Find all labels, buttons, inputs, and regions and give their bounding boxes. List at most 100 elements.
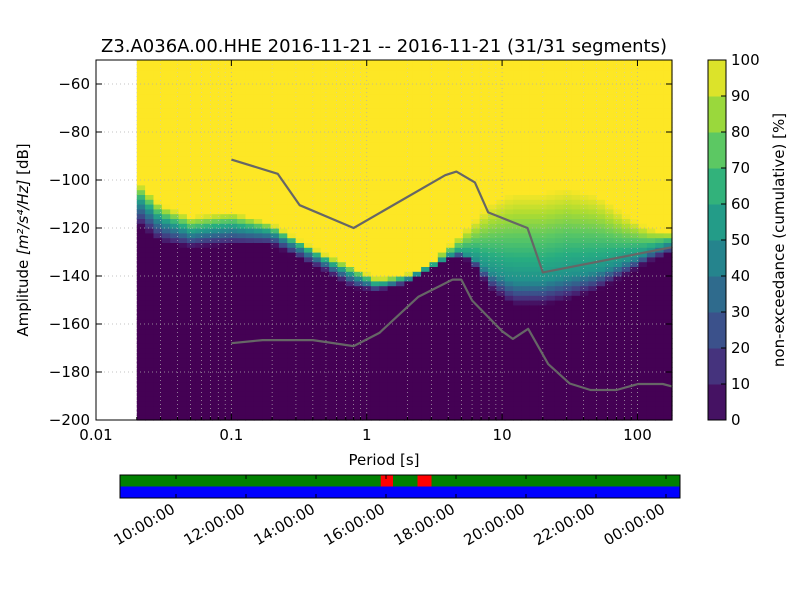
heatmap-cell (278, 204, 288, 210)
heatmap-cell (504, 112, 514, 119)
heatmap-cell (454, 127, 464, 133)
heatmap-cell (404, 132, 414, 138)
heatmap-cell (630, 84, 640, 90)
heatmap-cell (437, 232, 447, 239)
heatmap-cell (454, 184, 464, 191)
heatmap-cell (245, 146, 255, 152)
heatmap-cell (621, 367, 631, 373)
heatmap-cell (613, 348, 623, 354)
heatmap-cell (446, 165, 456, 171)
heatmap-cell (513, 199, 523, 205)
heatmap-cell (136, 256, 146, 263)
heatmap-cell (161, 314, 171, 320)
heatmap-cell (161, 84, 171, 90)
heatmap-cell (362, 343, 372, 349)
heatmap-cell (237, 184, 247, 191)
heatmap-cell (237, 372, 247, 378)
heatmap-cell (237, 405, 247, 411)
heatmap-cell (546, 93, 556, 99)
heatmap-cell (437, 228, 447, 234)
heatmap-cell (186, 338, 196, 344)
heatmap-cell (237, 280, 247, 287)
heatmap-cell (329, 213, 339, 219)
heatmap-cell (421, 84, 431, 90)
heatmap-cell (329, 175, 339, 181)
heatmap-cell (421, 136, 431, 143)
heatmap-cell (404, 324, 414, 330)
heatmap-cell (412, 280, 422, 287)
heatmap-cell (354, 170, 364, 176)
heatmap-cell (245, 184, 255, 191)
heatmap-cell (471, 189, 481, 195)
heatmap-cell (630, 160, 640, 167)
heatmap-cell (312, 69, 322, 75)
heatmap-cell (496, 304, 506, 311)
heatmap-cell (245, 285, 255, 291)
heatmap-cell (529, 184, 539, 191)
heatmap-cell (571, 69, 581, 75)
heatmap-cell (212, 170, 221, 176)
heatmap-cell (429, 88, 439, 95)
heatmap-cell (538, 208, 548, 215)
heatmap-cell (580, 223, 589, 229)
heatmap-cell (161, 343, 171, 349)
heatmap-cell (513, 280, 523, 287)
heatmap-cell (596, 175, 606, 181)
heatmap-cell (136, 304, 146, 311)
heatmap-cell (203, 160, 213, 167)
heatmap-cell (596, 290, 606, 296)
heatmap-cell (287, 300, 297, 306)
heatmap-cell (203, 352, 213, 359)
heatmap-cell (220, 357, 230, 363)
heatmap-cell (370, 280, 380, 287)
heatmap-cell (605, 170, 615, 176)
heatmap-cell (161, 338, 171, 344)
heatmap-cell (203, 271, 213, 277)
heatmap-cell (186, 127, 196, 133)
heatmap-cell (462, 304, 472, 311)
heatmap-cell (320, 184, 330, 191)
heatmap-cell (337, 184, 347, 191)
heatmap-cell (329, 333, 339, 339)
heatmap-cell (613, 60, 623, 66)
heatmap-cell (237, 108, 247, 114)
heatmap-cell (295, 228, 305, 234)
heatmap-cell (496, 165, 506, 171)
heatmap-cell (588, 271, 598, 277)
heatmap-cell (429, 170, 439, 176)
heatmap-cell (521, 271, 531, 277)
heatmap-cell (529, 84, 539, 90)
heatmap-cell (655, 218, 665, 224)
heatmap-cell (262, 237, 272, 243)
heatmap-cell (630, 146, 640, 152)
heatmap-cell (312, 79, 322, 85)
heatmap-cell (262, 352, 272, 359)
heatmap-cell (278, 151, 288, 157)
heatmap-cell (379, 352, 389, 359)
heatmap-cell (195, 276, 205, 282)
heatmap-cell (304, 184, 313, 191)
heatmap-cell (170, 132, 180, 138)
heatmap-cell (462, 218, 472, 224)
heatmap-cell (329, 280, 339, 287)
heatmap-cell (613, 175, 623, 181)
heatmap-cell (178, 165, 188, 171)
heatmap-cell (329, 376, 339, 383)
heatmap-cell (529, 108, 539, 114)
heatmap-cell (212, 314, 221, 320)
heatmap-cell (178, 93, 188, 99)
heatmap-cell (588, 117, 598, 123)
heatmap-cell (571, 343, 581, 349)
timeline-gap (380, 475, 393, 487)
heatmap-cell (145, 396, 155, 402)
heatmap-cell (354, 391, 364, 397)
heatmap-cell (571, 372, 581, 378)
heatmap-cell (237, 79, 247, 85)
heatmap-cell (571, 146, 581, 152)
colorbar-step (708, 312, 726, 349)
heatmap-cell (212, 415, 221, 421)
heatmap-cell (203, 266, 213, 272)
heatmap-cell (613, 84, 623, 90)
heatmap-cell (437, 376, 447, 383)
heatmap-cell (404, 69, 414, 75)
